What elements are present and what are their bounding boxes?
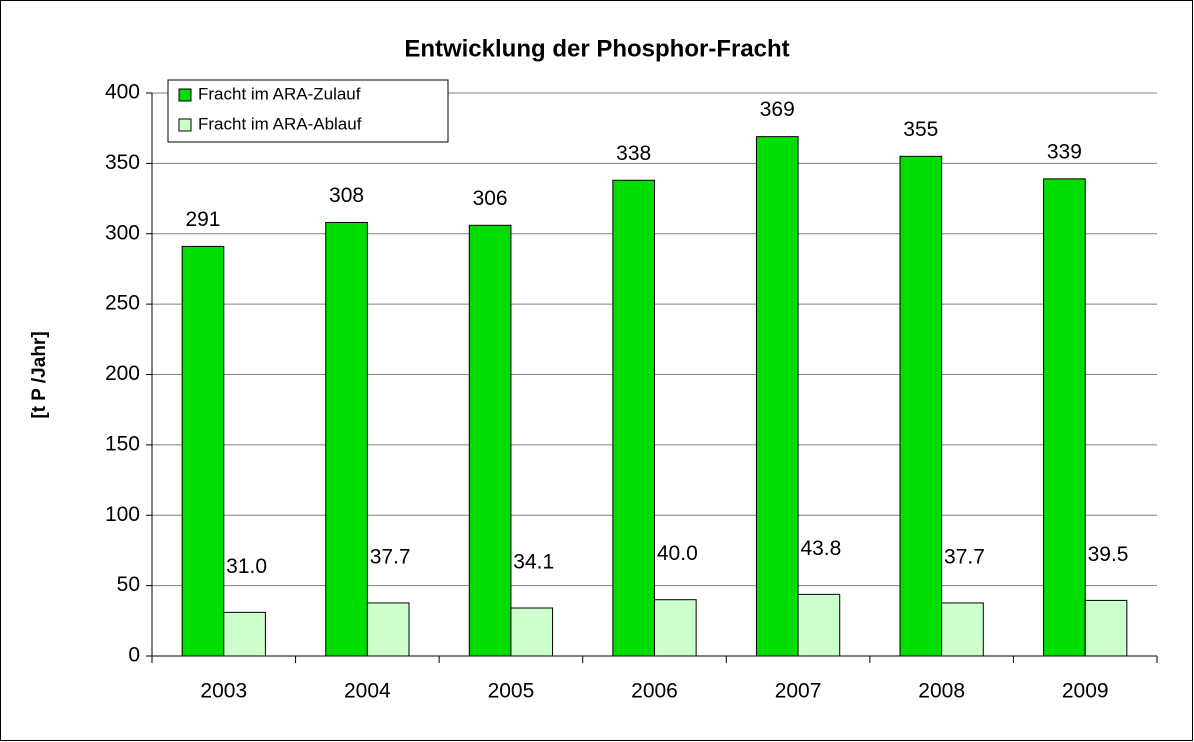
- legend-swatch: [178, 118, 192, 132]
- x-tick-label: 2007: [775, 680, 822, 703]
- chart-title: Entwicklung der Phosphor-Fracht: [404, 35, 789, 62]
- bar: [1043, 178, 1086, 657]
- data-label: 355: [903, 118, 938, 141]
- legend-box: [167, 79, 449, 143]
- x-tick-label: 2004: [344, 680, 391, 703]
- data-label: 369: [760, 98, 795, 121]
- data-label: 37.7: [370, 545, 411, 568]
- data-label: 39.5: [1088, 543, 1129, 566]
- data-label: 43.8: [800, 537, 841, 560]
- y-tick-label: 250: [105, 292, 140, 315]
- y-tick-label: 150: [105, 432, 140, 455]
- data-label: 339: [1047, 140, 1082, 163]
- bar: [468, 224, 512, 657]
- x-tick-label: 2003: [200, 680, 247, 703]
- bar: [366, 602, 410, 657]
- data-label: 34.1: [513, 551, 554, 574]
- y-axis-label: [t P /Jahr]: [29, 331, 50, 418]
- bar: [325, 221, 368, 657]
- bar: [755, 136, 799, 657]
- bar: [1084, 599, 1128, 657]
- bar: [612, 179, 655, 657]
- x-tick-label: 2005: [488, 680, 535, 703]
- data-label: 37.7: [944, 545, 985, 568]
- legend-swatch: [178, 88, 192, 102]
- x-tick-label: 2006: [631, 680, 678, 703]
- bar: [899, 155, 943, 657]
- x-tick-label: 2008: [918, 680, 965, 703]
- y-tick-label: 50: [117, 573, 140, 596]
- legend-label: Fracht im ARA-Zulauf: [198, 84, 361, 103]
- y-tick-label: 300: [105, 221, 140, 244]
- y-tick-label: 0: [128, 644, 140, 667]
- legend-label: Fracht im ARA-Ablauf: [198, 114, 362, 133]
- data-label: 31.0: [226, 555, 267, 578]
- data-label: 40.0: [657, 542, 698, 565]
- bar: [797, 593, 841, 657]
- bar: [181, 245, 225, 657]
- x-tick-label: 2009: [1062, 680, 1109, 703]
- y-tick-label: 350: [105, 151, 140, 174]
- bar: [510, 607, 554, 657]
- y-tick-label: 200: [105, 362, 140, 385]
- bar: [223, 611, 266, 657]
- bar: [654, 599, 697, 657]
- data-label: 291: [185, 208, 220, 231]
- bar: [941, 602, 984, 657]
- y-tick-label: 100: [105, 503, 140, 526]
- y-tick-label: 400: [105, 81, 140, 104]
- data-label: 308: [329, 184, 364, 207]
- data-label: 306: [473, 187, 508, 210]
- data-label: 338: [616, 142, 651, 165]
